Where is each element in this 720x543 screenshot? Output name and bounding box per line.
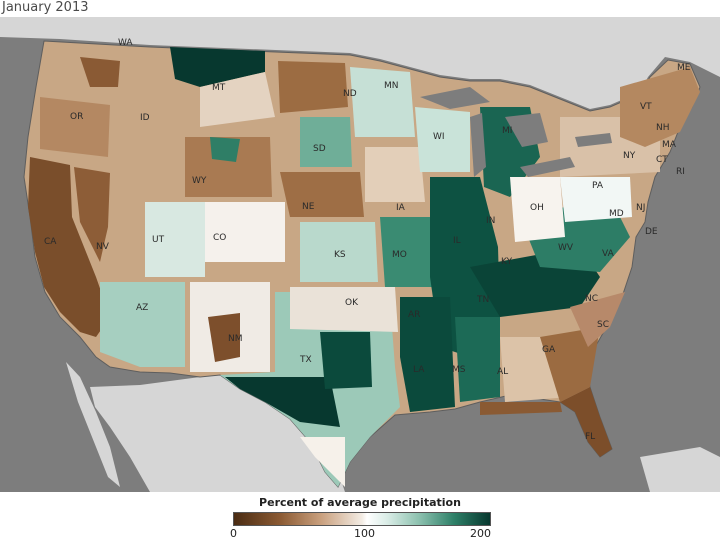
legend: Percent of average precipitation 0 100 2…: [0, 494, 720, 543]
map-title: January 2013: [2, 0, 89, 15]
south-dakota-region: [300, 117, 352, 167]
florida-panhandle-region: [480, 402, 562, 415]
california-dry-region: [28, 157, 110, 337]
state-label-ky: KY: [501, 257, 513, 267]
state-label-ca: CA: [44, 237, 57, 247]
state-label-tn: TN: [476, 295, 489, 305]
lake-ontario: [575, 133, 612, 147]
state-label-ma: MA: [662, 140, 677, 150]
state-label-wy: WY: [192, 176, 207, 186]
state-label-il: IL: [453, 236, 461, 246]
state-label-nj: NJ: [636, 203, 645, 213]
state-label-oh: OH: [530, 203, 544, 213]
state-label-wv: WV: [558, 243, 574, 253]
north-texas-wet-region: [320, 332, 372, 389]
utah-region: [145, 202, 205, 277]
minnesota-region: [350, 67, 415, 137]
nebraska-region: [280, 172, 364, 217]
pennsylvania-region: [560, 177, 632, 222]
state-label-ok: OK: [345, 298, 359, 308]
state-label-id: ID: [140, 113, 150, 123]
arkansas-louisiana-wet-region: [400, 297, 455, 412]
kansas-region: [300, 222, 378, 282]
state-label-ks: KS: [334, 250, 346, 260]
wisconsin-region: [415, 107, 470, 172]
state-label-ga: GA: [542, 345, 556, 355]
state-label-nh: NH: [656, 123, 670, 133]
oregon-region: [40, 97, 110, 157]
colorado-region: [205, 202, 285, 262]
florida-region: [560, 387, 612, 457]
state-label-ct: CT: [656, 155, 668, 165]
state-label-nm: NM: [228, 334, 243, 344]
state-label-vt: VT: [640, 102, 652, 112]
north-dakota-region: [278, 61, 348, 113]
legend-tick-100: 100: [354, 527, 375, 540]
state-label-ri: RI: [676, 167, 685, 177]
wyoming-region: [185, 137, 272, 197]
precipitation-map: WA OR CA ID NV MT WY UT CO AZ NM ND SD NE KS OK TX MN IA MO…: [0, 17, 720, 492]
state-label-nd: ND: [343, 89, 357, 99]
state-label-az: AZ: [136, 303, 148, 313]
caribbean-land: [640, 447, 720, 492]
oklahoma-region: [290, 287, 398, 332]
lake-erie: [520, 157, 575, 177]
state-label-nv: NV: [96, 242, 110, 252]
legend-tick-0: 0: [230, 527, 237, 540]
lake-superior: [420, 87, 490, 109]
new-mexico-dry-spot: [208, 313, 240, 362]
baja-land: [66, 362, 120, 487]
state-label-fl: FL: [585, 432, 595, 442]
state-label-sd: SD: [313, 144, 326, 154]
state-label-ar: AR: [408, 310, 420, 320]
washington-dry-region: [80, 57, 120, 87]
canada-land: [0, 17, 720, 109]
state-label-co: CO: [213, 233, 226, 243]
legend-tick-200: 200: [470, 527, 491, 540]
state-label-in: IN: [486, 216, 495, 226]
south-carolina-region: [570, 292, 625, 347]
missouri-region: [380, 217, 440, 287]
state-label-al: AL: [497, 367, 508, 377]
lake-huron: [505, 113, 548, 147]
state-label-ny: NY: [623, 151, 636, 161]
state-label-mo: MO: [392, 250, 407, 260]
nevada-dry-region: [74, 167, 110, 262]
georgia-region: [540, 327, 600, 402]
state-label-mn: MN: [384, 81, 399, 91]
south-texas-region: [300, 437, 345, 487]
montana-wet-region: [170, 47, 265, 87]
legend-color-bar: [233, 512, 491, 526]
montana-region: [200, 72, 275, 127]
arizona-region: [100, 282, 185, 367]
state-label-wi: WI: [433, 132, 445, 142]
ohio-region: [510, 177, 565, 242]
state-label-ia: IA: [396, 203, 406, 213]
state-label-me: ME: [677, 63, 691, 73]
lake-michigan: [470, 113, 486, 177]
state-label-nc: NC: [585, 294, 598, 304]
new-england-region: [620, 67, 700, 147]
state-label-la: LA: [413, 365, 425, 375]
state-labels: WA OR CA ID NV MT WY UT CO AZ NM ND SD NE KS OK TX MN IA MO…: [44, 38, 691, 442]
state-label-pa: PA: [592, 181, 604, 191]
mississippi-wet-region: [455, 317, 500, 402]
state-label-mt: MT: [212, 83, 226, 93]
state-label-mi: MI: [502, 126, 512, 136]
state-label-wa: WA: [118, 38, 133, 48]
west-texas-wet-region: [225, 377, 340, 427]
state-label-or: OR: [70, 112, 83, 122]
state-label-md: MD: [609, 209, 624, 219]
iowa-region: [365, 147, 425, 202]
state-label-sc: SC: [597, 320, 609, 330]
state-label-tx: TX: [299, 355, 312, 365]
state-label-de: DE: [645, 227, 658, 237]
state-label-ne: NE: [302, 202, 315, 212]
legend-title: Percent of average precipitation: [259, 496, 461, 509]
state-label-va: VA: [602, 249, 615, 259]
state-label-ms: MS: [452, 365, 466, 375]
state-label-ut: UT: [152, 235, 165, 245]
wyoming-wet-spot: [210, 137, 240, 162]
